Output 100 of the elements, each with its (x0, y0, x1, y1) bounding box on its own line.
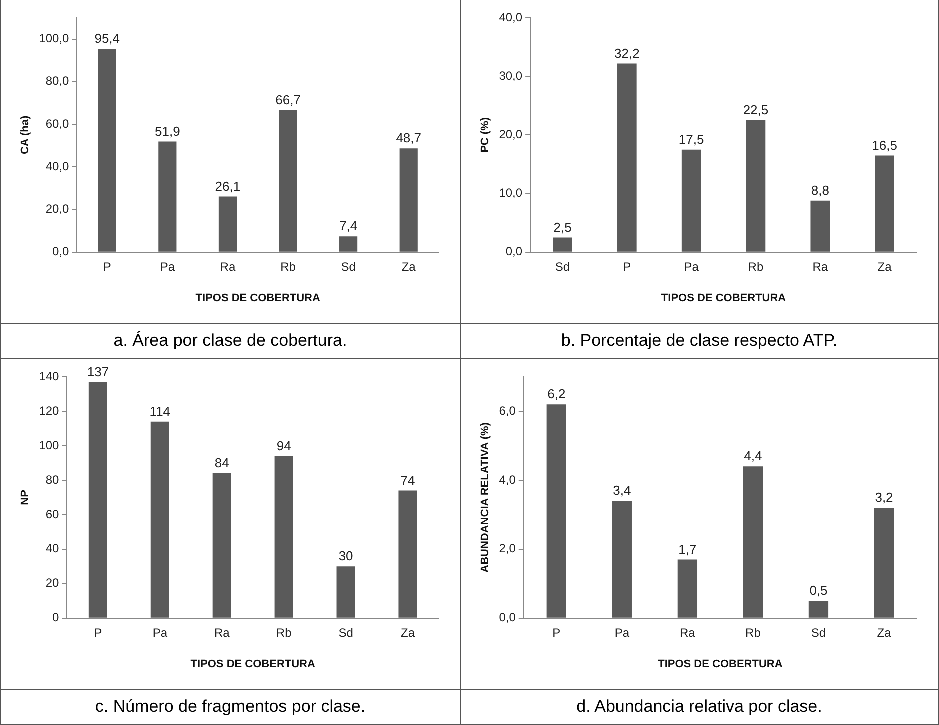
bar (336, 566, 356, 618)
y-axis-title: CA (ha) (20, 116, 32, 155)
y-tick-label: 4,0 (499, 472, 516, 487)
x-tick-label: P (623, 260, 632, 274)
bar (212, 474, 232, 618)
bar (340, 236, 358, 252)
bar (150, 422, 170, 618)
bar (682, 150, 702, 252)
y-tick-label: 60 (46, 507, 60, 522)
x-tick-label: Pa (160, 260, 176, 274)
data-label: 6,2 (548, 386, 566, 402)
x-axis-title: TIPOS DE COBERTURA (190, 658, 316, 670)
y-tick-label: 80,0 (46, 74, 70, 88)
bar (158, 142, 177, 252)
y-tick-label: 40,0 (499, 10, 523, 24)
bar (553, 238, 572, 252)
text: b. Porcentaje de clase respecto ATP. (461, 323, 938, 358)
text: d. Abundancia relativa por clase. (461, 689, 938, 724)
y-axis-title: NP (20, 490, 32, 506)
y-tick-label: 6,0 (499, 404, 516, 418)
y-axis-title: ABUNDANCIA RELATIVA (%) (480, 422, 492, 573)
bar (88, 382, 108, 618)
y-tick-label: 100 (39, 438, 60, 452)
x-tick-label: Rb (746, 626, 762, 640)
x-tick-label: Sd (811, 626, 826, 640)
data-label: 16,5 (872, 138, 898, 153)
y-tick-label: 40 (46, 542, 60, 556)
x-tick-label: Za (401, 626, 416, 640)
y-tick-label: 120 (39, 404, 60, 418)
data-label: 7,4 (340, 218, 358, 234)
data-label: 48,7 (396, 130, 422, 146)
bar (808, 601, 829, 618)
data-label: 3,2 (875, 490, 894, 506)
bar (618, 64, 637, 252)
data-label: 0,5 (810, 583, 828, 598)
bar (400, 148, 418, 252)
y-tick-label: 0,0 (52, 244, 70, 259)
x-tick-label: P (94, 626, 102, 640)
x-tick-label: P (103, 260, 112, 274)
x-tick-label: Ra (812, 260, 828, 274)
data-label: 22,5 (743, 102, 769, 118)
data-label: 2,5 (554, 220, 572, 235)
x-tick-label: Ra (220, 260, 236, 274)
y-tick-label: 20 (46, 576, 60, 590)
x-tick-label: Za (878, 260, 892, 274)
y-tick-label: 20,0 (499, 128, 523, 142)
data-label: 3,4 (613, 483, 632, 498)
x-tick-label: Pa (614, 626, 630, 640)
y-axis-title: PC (%) (480, 117, 492, 153)
y-tick-label: 140 (39, 369, 60, 384)
x-tick-label: Za (877, 626, 892, 640)
bar (874, 508, 894, 618)
y-tick-label: 60,0 (46, 116, 70, 131)
x-axis-title: TIPOS DE COBERTURA (661, 292, 786, 304)
x-tick-label: Pa (152, 626, 168, 640)
data-label: 84 (214, 456, 230, 471)
x-axis-title: TIPOS DE COBERTURA (658, 658, 783, 670)
data-label: 51,9 (155, 124, 180, 139)
data-label: 66,7 (276, 92, 301, 108)
bar (546, 404, 566, 618)
x-tick-label: Ra (214, 626, 230, 640)
data-label: 4,4 (744, 448, 762, 464)
data-label: 26,1 (215, 178, 241, 194)
x-tick-label: Sd (341, 260, 356, 274)
text: a. Área por clase de cobertura. (1, 323, 460, 358)
bar (810, 200, 830, 252)
bar (98, 49, 116, 252)
bar (743, 466, 764, 618)
bar (218, 196, 238, 252)
data-label: 74 (400, 472, 416, 488)
x-tick-label: Rb (280, 260, 296, 274)
data-label: 1,7 (678, 542, 697, 557)
y-tick-label: 100,0 (39, 32, 70, 46)
x-axis-title: TIPOS DE COBERTURA (196, 292, 320, 304)
x-tick-label: Rb (748, 260, 764, 274)
bar (746, 120, 766, 252)
data-label: 95,4 (94, 31, 120, 46)
data-label: 8,8 (811, 182, 830, 198)
data-label: 32,2 (614, 46, 640, 61)
x-tick-label: Za (402, 260, 416, 274)
y-tick-label: 20,0 (46, 202, 70, 216)
y-tick-label: 0,0 (506, 244, 523, 259)
y-tick-label: 0 (52, 610, 60, 625)
x-tick-label: Pa (684, 260, 700, 274)
bar (875, 156, 894, 252)
data-label: 94 (276, 438, 292, 454)
y-tick-label: 30,0 (499, 68, 523, 83)
x-tick-label: Sd (555, 260, 570, 274)
data-label: 17,5 (678, 132, 704, 147)
y-tick-label: 0,0 (499, 610, 516, 625)
y-tick-label: 40,0 (46, 159, 70, 174)
x-tick-label: P (552, 626, 561, 640)
bar (612, 501, 632, 618)
y-tick-label: 10,0 (499, 186, 523, 200)
y-tick-label: 2,0 (499, 542, 516, 556)
bar (279, 110, 298, 252)
x-tick-label: Ra (680, 626, 696, 640)
bar (398, 490, 418, 618)
bar (274, 456, 294, 618)
y-tick-label: 80 (46, 472, 60, 487)
